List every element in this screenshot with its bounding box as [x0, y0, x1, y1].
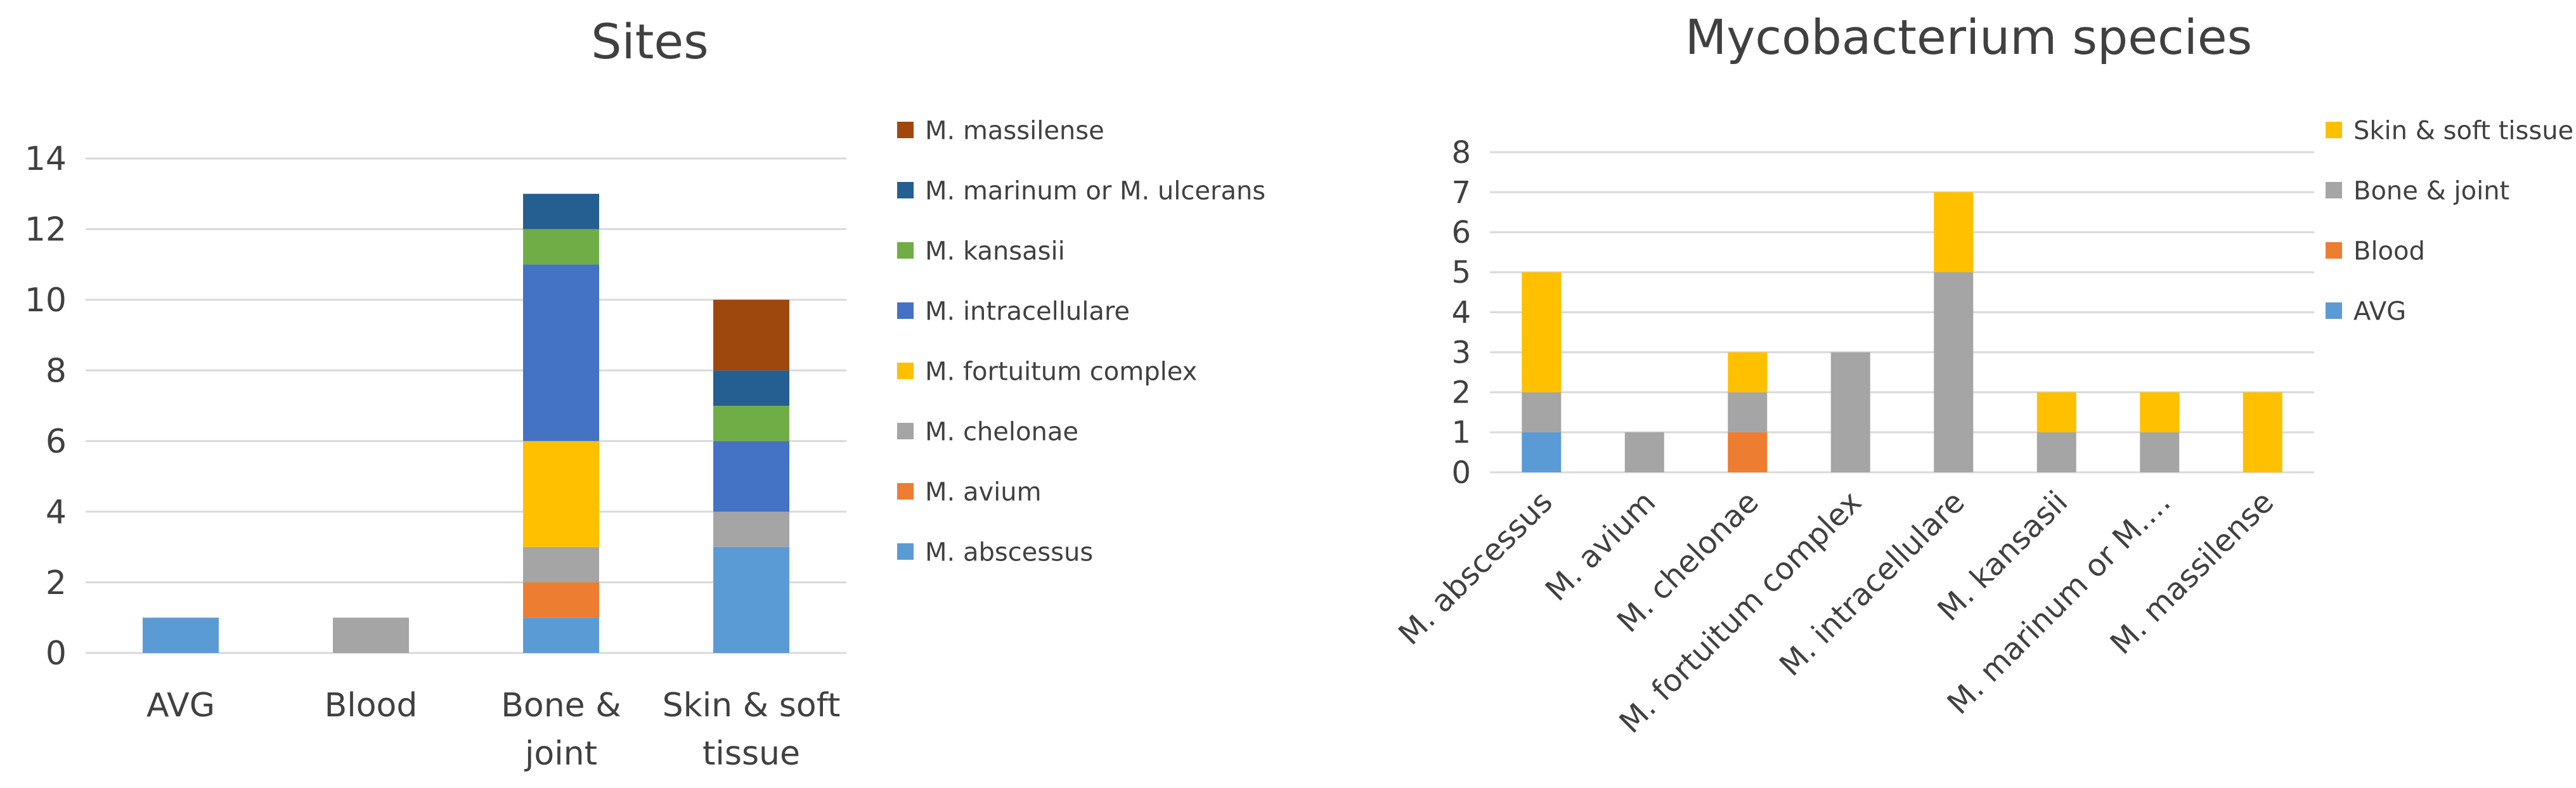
bar-skin-soft-tissue-m-massilense [713, 299, 789, 371]
y-tick-label: 2 [1451, 375, 1471, 411]
bar-bone-joint-m-marinum-or-m-ulcerans [523, 193, 599, 229]
y-tick-label: 4 [46, 493, 67, 531]
bar-bone-joint-m-avium [523, 582, 599, 618]
bar-bone-joint-m-fortuitum-complex [523, 441, 599, 547]
bar-skin-soft-tissue-m-kansasii [713, 406, 789, 441]
bar-m-chelonae-blood [1728, 432, 1768, 472]
sites-y-axis: 0 2 4 6 8 10 12 14 [25, 140, 67, 673]
bar-m-chelonae-bone-joint [1728, 392, 1768, 432]
sites-chart: Sites 0 2 4 6 8 10 12 14 AVG Blood Bone & joint Ski… [25, 13, 1265, 773]
bar-bone-joint-m-intracellulare [523, 264, 599, 441]
bar-m-intracellulare-skin-soft-tissue [1934, 192, 1974, 273]
species-bars [1522, 192, 2282, 472]
bar-m-abscessus-bone-joint [1522, 392, 1562, 432]
legend-swatch [897, 423, 914, 439]
y-tick-label: 2 [46, 564, 67, 602]
bar-m-kansasii-bone-joint [2036, 432, 2076, 472]
y-tick-label: 3 [1451, 335, 1471, 370]
y-tick-label: 8 [46, 352, 67, 390]
legend-swatch [2326, 182, 2342, 198]
y-tick-label: 12 [25, 211, 67, 249]
y-tick-label: 8 [1451, 135, 1471, 171]
legend-label: Bone & joint [2353, 176, 2509, 205]
x-tick-label: Bone & [501, 687, 621, 725]
bar-m-massilense-skin-soft-tissue [2243, 392, 2282, 472]
bar-m-kansasii-skin-soft-tissue [2036, 392, 2076, 432]
bar-m-avium-bone-joint [1624, 432, 1664, 472]
sites-x-axis: AVG Blood Bone & joint Skin & soft tissue [146, 687, 840, 773]
species-legend: Skin & soft tissue Bone & joint Blood AVG [2326, 116, 2573, 326]
species-chart-title: Mycobacterium species [1685, 9, 2253, 65]
legend-swatch [897, 182, 914, 198]
bar-blood-m-chelonae [333, 617, 409, 653]
legend-swatch [897, 242, 914, 259]
legend-label: M. fortuitum complex [925, 357, 1197, 386]
y-tick-label: 6 [1451, 215, 1471, 250]
species-y-axis: 0 1 2 3 4 5 6 7 8 [1451, 135, 1471, 491]
y-tick-label: 14 [25, 140, 67, 178]
bar-m-marinum-or-m-bone-joint [2140, 432, 2180, 472]
y-tick-label: 5 [1451, 255, 1471, 290]
bar-avg-m-abscessus [143, 617, 219, 653]
y-tick-label: 0 [46, 635, 67, 673]
legend-swatch [897, 302, 914, 319]
bar-bone-joint-m-abscessus [523, 617, 599, 653]
x-tick-label: M. abscessus [1392, 484, 1560, 652]
y-tick-label: 7 [1451, 175, 1471, 210]
x-tick-label: Blood [325, 687, 418, 725]
species-chart: Mycobacterium species 0 1 2 3 4 5 6 7 8 M. absce… [1392, 9, 2573, 740]
bar-m-chelonae-skin-soft-tissue [1728, 352, 1768, 392]
x-tick-label: tissue [702, 735, 800, 773]
legend-swatch [897, 543, 914, 560]
legend-swatch [897, 363, 914, 379]
y-tick-label: 6 [46, 423, 67, 461]
legend-swatch [2326, 242, 2342, 259]
y-tick-label: 0 [1451, 455, 1471, 491]
legend-label: M. avium [925, 477, 1042, 507]
y-tick-label: 4 [1451, 295, 1471, 330]
bar-skin-soft-tissue-m-chelonae [713, 512, 789, 547]
legend-label: M. marinum or M. ulcerans [925, 176, 1265, 205]
y-tick-label: 10 [25, 281, 67, 320]
sites-gridlines [86, 157, 846, 654]
legend-swatch [2326, 122, 2342, 138]
sites-bars [143, 193, 789, 653]
species-gridlines [1490, 151, 2314, 474]
legend-swatch [897, 483, 914, 500]
x-tick-label: M. intracellulare [1773, 484, 1972, 683]
legend-label: AVG [2353, 297, 2406, 326]
sites-legend: M. massilense M. marinum or M. ulcerans M.… [897, 116, 1265, 567]
legend-label: Skin & soft tissue [2353, 116, 2573, 145]
x-tick-label: Skin & soft [663, 687, 841, 725]
bar-skin-soft-tissue-m-intracellulare [713, 441, 789, 512]
x-tick-label: AVG [146, 687, 215, 725]
bar-m-abscessus-avg [1522, 432, 1562, 472]
bar-bone-joint-m-chelonae [523, 546, 599, 583]
legend-swatch [897, 122, 914, 138]
y-tick-label: 1 [1451, 415, 1471, 451]
legend-label: Blood [2353, 236, 2425, 266]
legend-label: M. abscessus [925, 538, 1093, 567]
bar-m-fortuitum-complex-bone-joint [1830, 352, 1870, 472]
bar-m-abscessus-skin-soft-tissue [1522, 272, 1562, 392]
legend-label: M. kansasii [925, 236, 1065, 266]
bar-m-marinum-or-m-skin-soft-tissue [2140, 392, 2180, 432]
bar-skin-soft-tissue-m-marinum-or-m-ulcerans [713, 370, 789, 406]
legend-label: M. intracellulare [925, 297, 1130, 326]
bar-skin-soft-tissue-m-abscessus [713, 546, 789, 653]
bar-m-intracellulare-bone-joint [1934, 272, 1974, 472]
legend-swatch [2326, 302, 2342, 319]
x-tick-label: joint [524, 735, 597, 773]
sites-chart-title: Sites [591, 13, 709, 70]
legend-label: M. chelonae [925, 417, 1078, 446]
bar-bone-joint-m-kansasii [523, 229, 599, 265]
legend-label: M. massilense [925, 116, 1104, 145]
